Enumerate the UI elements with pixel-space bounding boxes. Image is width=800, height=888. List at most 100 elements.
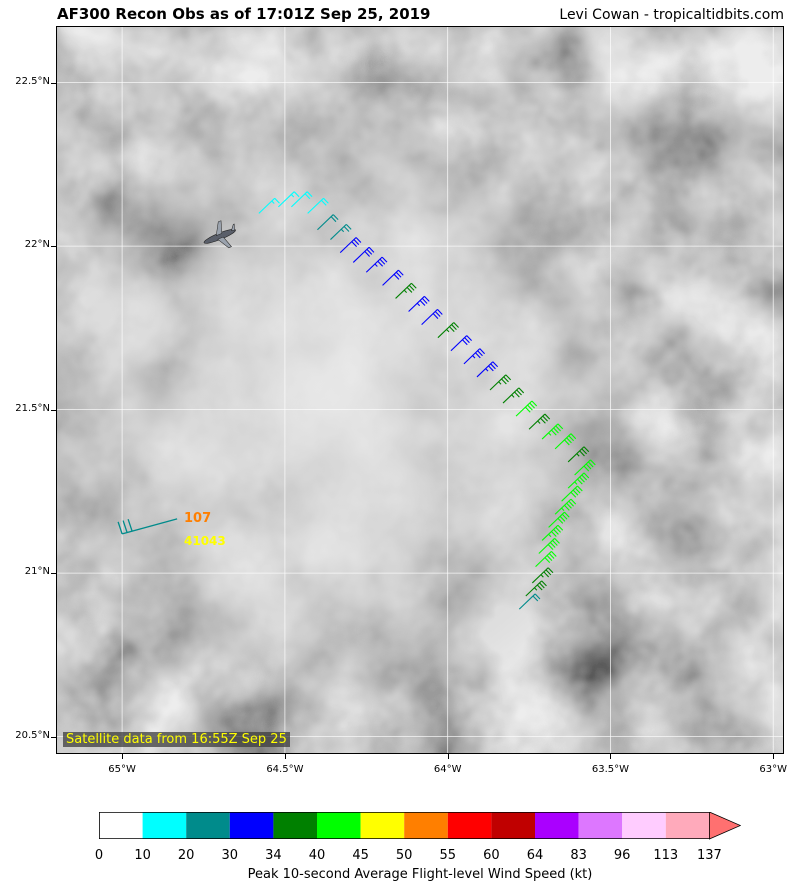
colorbar-swatch: [622, 812, 666, 839]
lon-tick: [284, 754, 286, 759]
lon-tick: [447, 754, 449, 759]
buoy-observation: [117, 518, 178, 535]
colorbar-tick-label: 64: [526, 848, 544, 863]
colorbar-swatch: [360, 812, 405, 839]
lat-tick-label: 21°N: [24, 566, 50, 578]
wind-barb: [535, 551, 557, 567]
wind-barb: [450, 335, 472, 352]
wind-barb: [554, 498, 577, 515]
colorbar-swatch: [273, 812, 317, 839]
wind-barb: [258, 197, 280, 214]
colorbar-title: Peak 10-second Average Flight-level Wind…: [247, 867, 593, 882]
colorbar-swatch: [229, 812, 274, 839]
wind-barb: [395, 282, 417, 299]
colorbar-tick-label: 40: [308, 848, 326, 863]
colorbar-swatch: [142, 812, 187, 839]
wind-barb: [352, 246, 375, 263]
buoy-speed-label: 107: [184, 511, 212, 526]
colorbar-tick-label: 30: [221, 848, 239, 863]
colorbar-swatch: [404, 812, 448, 839]
lon-tick-label: 64°W: [433, 764, 462, 775]
colorbar-swatch: [186, 812, 230, 839]
lon-tick-label: 63.5°W: [591, 764, 630, 775]
wind-barb: [574, 459, 596, 476]
satellite-time-label: Satellite data from 16:55Z Sep 25: [63, 732, 290, 747]
colorbar-swatch: [99, 812, 143, 839]
wind-barb: [317, 214, 339, 231]
lat-tick-label: 20.5°N: [15, 729, 50, 741]
wind-barb: [528, 413, 551, 430]
colorbar-tick-label: 50: [395, 848, 413, 863]
colorbar-swatch: [317, 812, 361, 839]
lon-tick: [122, 754, 124, 759]
lon-tick-label: 63°W: [759, 764, 788, 775]
wind-barb: [541, 423, 564, 440]
wind-barb: [518, 593, 541, 610]
wind-barb: [307, 197, 329, 214]
wind-barb: [502, 387, 525, 404]
buoy-wind-barb: [117, 518, 178, 535]
gridlines: [57, 27, 783, 753]
colorbar-outline: [99, 812, 710, 839]
colorbar-swatch: [665, 812, 710, 839]
colorbar-swatch: [578, 812, 623, 839]
colorbar-tick-label: 83: [570, 848, 587, 863]
wind-speed-colorbar: [99, 812, 741, 840]
lon-tick: [773, 754, 775, 759]
wind-barb: [330, 223, 352, 240]
colorbar-tick-label: 45: [352, 848, 369, 863]
wind-barb: [339, 237, 362, 254]
lon-tick: [610, 754, 612, 759]
lon-tick-label: 65°W: [108, 764, 136, 775]
wind-barb: [291, 191, 313, 208]
lat-tick: [51, 82, 56, 84]
map-canvas: [57, 27, 783, 753]
wind-barb: [538, 537, 560, 554]
lat-tick: [51, 246, 56, 248]
wind-barb: [541, 524, 564, 541]
buoy-station-label: 41043: [184, 534, 226, 548]
lat-tick: [51, 409, 56, 411]
colorbar-swatch: [535, 812, 579, 839]
wind-barb: [531, 567, 554, 584]
wind-barb: [567, 446, 590, 463]
wind-barb: [525, 580, 547, 597]
colorbar-tick-label: 34: [265, 848, 282, 863]
colorbar-swatch: [491, 812, 535, 839]
colorbar-extend-arrow: [709, 812, 741, 840]
wind-barb: [567, 472, 590, 489]
lon-tick-label: 64.5°W: [266, 764, 304, 775]
colorbar-tick-label: 10: [134, 848, 151, 863]
colorbar-swatch: [447, 812, 492, 839]
map-panel[interactable]: 107 41043 Satellite data from 16:55Z Sep…: [56, 26, 784, 754]
wind-barb: [421, 309, 443, 325]
lat-tick-label: 22.5°N: [15, 75, 50, 87]
wind-barb: [278, 191, 300, 208]
wind-barb: [437, 322, 459, 339]
plane-icon: [203, 220, 236, 249]
wind-barb: [554, 433, 577, 450]
colorbar-tick-label: 55: [439, 848, 457, 863]
lat-tick: [51, 573, 56, 575]
colorbar-tick-label: 60: [483, 848, 500, 863]
storm-cloud-mass: [57, 27, 783, 753]
wind-barb: [515, 400, 538, 417]
colorbar-tick-label: 20: [177, 848, 195, 863]
wind-barb: [476, 361, 499, 378]
lat-tick-label: 22°N: [24, 239, 50, 251]
wind-barb: [408, 295, 430, 312]
lat-tick-label: 21.5°N: [15, 402, 50, 414]
map-title: AF300 Recon Obs as of 17:01Z Sep 25, 201…: [57, 5, 431, 23]
colorbar-tick-label: 0: [94, 848, 104, 863]
wind-barb: [382, 269, 404, 286]
credit-label: Levi Cowan - tropicaltidbits.com: [559, 7, 784, 23]
colorbar-tick-label: 113: [653, 848, 679, 863]
wind-barb: [365, 256, 388, 273]
colorbar-tick-label: 137: [696, 848, 722, 863]
wind-barb: [489, 374, 512, 391]
wind-barb: [548, 511, 570, 528]
lat-tick: [51, 736, 56, 738]
wind-barb: [463, 348, 486, 365]
flight-track: [258, 191, 596, 610]
colorbar-tick-label: 96: [613, 848, 631, 863]
